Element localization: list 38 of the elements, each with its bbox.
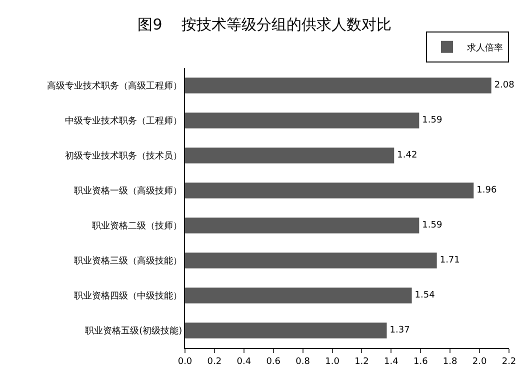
- bar: [185, 78, 492, 94]
- data-label: 2.08: [494, 80, 515, 91]
- chart-title: 图9 按技术等级分组的供求人数对比: [138, 15, 392, 34]
- data-label: 1.96: [476, 186, 497, 196]
- y-tick-label: 职业资格三级（高级技能）: [74, 256, 182, 267]
- bar: [185, 112, 420, 128]
- data-label: 1.37: [390, 326, 410, 336]
- y-tick-label: 高级专业技术职务（高级工程师）: [47, 80, 182, 92]
- bar: [185, 288, 412, 304]
- y-tick-label: 中级专业技术职务（工程师）: [65, 116, 182, 127]
- bar: [185, 182, 474, 198]
- data-label: 1.71: [440, 256, 460, 266]
- legend-label: 求人倍率: [467, 42, 503, 54]
- x-tick-label: 0.4: [236, 356, 252, 367]
- x-tick-label: 0.2: [207, 356, 222, 367]
- data-label: 1.59: [422, 220, 442, 231]
- x-tick-label: 0.0: [178, 356, 192, 367]
- data-label: 1.54: [414, 290, 436, 301]
- x-tick-label: 0.6: [266, 356, 281, 367]
- x-tick-label: 1.0: [325, 356, 340, 367]
- x-tick-label: 1.2: [354, 356, 369, 367]
- x-tick-label: 2.2: [502, 356, 516, 367]
- bar: [185, 252, 437, 268]
- bar: [185, 148, 394, 164]
- bar: [185, 322, 387, 338]
- y-tick-label: 初级专业技术职务（技术员）: [65, 150, 182, 162]
- y-tick-label: 职业资格四级（中级技能）: [74, 290, 182, 302]
- x-tick-label: 1.4: [384, 356, 399, 367]
- data-label: 1.59: [422, 116, 442, 126]
- bar: [185, 218, 420, 234]
- y-tick-label: 职业资格五级(初级技能): [85, 326, 182, 337]
- x-tick-label: 1.8: [442, 356, 458, 367]
- x-tick-label: 1.6: [413, 356, 428, 367]
- data-label: 1.42: [397, 150, 418, 161]
- y-tick-label: 职业资格二级（技师）: [92, 220, 182, 232]
- x-tick-label: 2.0: [472, 356, 487, 367]
- x-tick-label: 0.8: [296, 356, 310, 367]
- y-tick-label: 职业资格一级（高级技师）: [74, 186, 182, 197]
